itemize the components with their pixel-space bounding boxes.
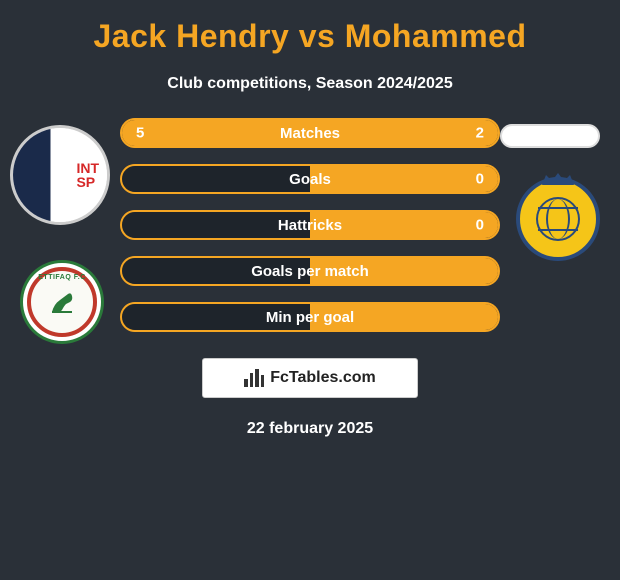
date-text: 22 february 2025 (247, 420, 373, 438)
player-right-avatar (500, 124, 600, 148)
club-left-logo: ETTIFAQ F.C (20, 260, 104, 344)
stat-right-value: 0 (476, 171, 484, 188)
globe-icon (536, 197, 580, 241)
stat-label: Goals (289, 171, 331, 188)
stat-fill-right (310, 166, 498, 192)
chart-icon (244, 369, 264, 387)
stat-right-value: 0 (476, 217, 484, 234)
stat-label: Min per goal (266, 309, 354, 326)
stat-row: 0 Goals (120, 164, 500, 194)
stat-label: Matches (280, 125, 340, 142)
club-right-logo (516, 177, 600, 261)
player-left-avatar: INTSP (10, 125, 110, 225)
stat-label: Goals per match (251, 263, 369, 280)
stat-row: 5 2 Matches (120, 118, 500, 148)
stat-row: Min per goal (120, 302, 500, 332)
badge-text: FcTables.com (270, 369, 376, 387)
stat-row: 0 Hattricks (120, 210, 500, 240)
stat-left-value: 5 (136, 125, 144, 142)
subtitle: Club competitions, Season 2024/2025 (167, 75, 452, 93)
crown-icon (538, 171, 578, 187)
stat-label: Hattricks (278, 217, 342, 234)
stat-right-value: 2 (476, 125, 484, 142)
stat-row: Goals per match (120, 256, 500, 286)
fctables-badge[interactable]: FcTables.com (202, 358, 418, 398)
horse-icon (46, 286, 78, 318)
page-title: Jack Hendry vs Mohammed (94, 18, 527, 55)
